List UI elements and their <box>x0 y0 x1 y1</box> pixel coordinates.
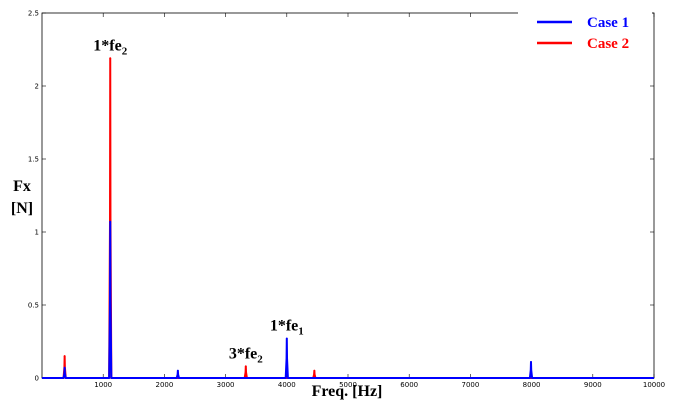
x-tick-label: 2000 <box>155 381 173 389</box>
peak-annotation-label: 1*fe1 <box>270 318 304 338</box>
peak-point <box>244 365 247 368</box>
y-tick-label: 2 <box>35 83 39 91</box>
peak-point <box>176 369 179 372</box>
peak-annotations: 1*fe2 3*fe2 1*fe1 <box>93 37 303 365</box>
series-group <box>42 57 654 379</box>
peak-point <box>63 355 66 357</box>
x-tick-label: 6000 <box>400 381 418 389</box>
x-tick-label: 4000 <box>278 381 296 389</box>
x-axis-label: Freq. [Hz] <box>312 383 383 400</box>
peak-point <box>313 369 316 372</box>
x-tick-label: 10000 <box>643 381 665 389</box>
peak-point <box>530 361 532 363</box>
legend: Case 1 Case 2 <box>518 1 652 56</box>
plot-area <box>41 12 655 379</box>
peak-point <box>109 57 112 60</box>
peak-annotation-label: 3*fe2 <box>229 345 263 365</box>
y-axis-label-line1: Fx <box>13 178 31 195</box>
x-axis-ticks: 1000 2000 3000 4000 5000 6000 7000 8000 9000 1000… <box>94 13 665 389</box>
legend-label-case1: Case 1 <box>587 15 629 31</box>
peak-annotation-label: 1*fe2 <box>93 37 127 57</box>
peak-point <box>63 366 66 369</box>
x-tick-label: 9000 <box>584 381 602 389</box>
legend-box <box>518 1 652 56</box>
y-tick-label: 1 <box>35 229 39 237</box>
x-tick-label: 7000 <box>461 381 479 389</box>
y-tick-label: 0 <box>35 375 39 383</box>
x-tick-label: 1000 <box>94 381 112 389</box>
y-axis-label-line2: [N] <box>11 200 33 217</box>
legend-label-case2: Case 2 <box>587 36 629 52</box>
y-axis-ticks: 0 0.5 1 1.5 2 2.5 <box>28 10 654 383</box>
peak-point <box>109 220 112 223</box>
peak-point <box>285 337 288 340</box>
x-tick-label: 5000 <box>339 381 357 389</box>
x-tick-label: 3000 <box>217 381 235 389</box>
y-tick-label: 0.5 <box>28 302 39 310</box>
x-tick-label: 8000 <box>523 381 541 389</box>
y-tick-label: 2.5 <box>28 10 39 18</box>
y-tick-label: 1.5 <box>28 156 39 164</box>
